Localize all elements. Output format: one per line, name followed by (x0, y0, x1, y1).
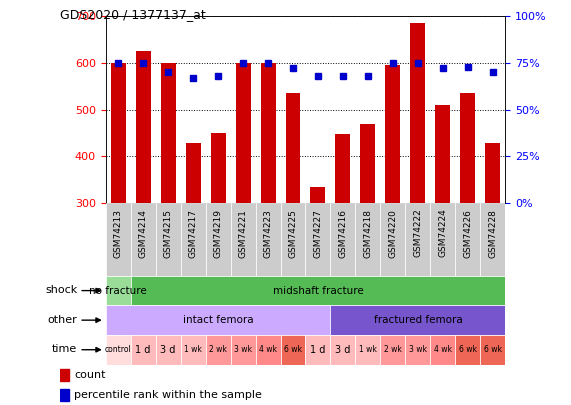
Text: GSM74213: GSM74213 (114, 209, 123, 258)
Text: 2 wk: 2 wk (209, 345, 227, 354)
Bar (405, 335, 431, 364)
Bar (380, 335, 405, 364)
Bar (480, 335, 505, 364)
Bar (186, 143, 200, 203)
Text: percentile rank within the sample: percentile rank within the sample (74, 390, 262, 400)
Text: GSM74222: GSM74222 (413, 209, 423, 258)
Bar (360, 124, 375, 203)
Bar (255, 203, 280, 276)
Bar (206, 335, 231, 364)
Bar (111, 63, 126, 203)
Bar (106, 305, 331, 335)
Bar (180, 203, 206, 276)
Bar (180, 335, 206, 364)
Bar (355, 335, 380, 364)
Text: GSM74225: GSM74225 (288, 209, 297, 258)
Bar (106, 335, 131, 364)
Bar (280, 335, 305, 364)
Text: 3 wk: 3 wk (234, 345, 252, 354)
Bar (331, 335, 355, 364)
Bar (331, 305, 505, 335)
Bar (155, 203, 180, 276)
Text: control: control (104, 345, 131, 354)
Text: GSM74224: GSM74224 (439, 209, 448, 258)
Text: 1 d: 1 d (310, 345, 325, 355)
Bar (211, 133, 226, 203)
Text: count: count (74, 370, 106, 379)
Text: GSM74228: GSM74228 (488, 209, 497, 258)
Text: 2 wk: 2 wk (384, 345, 402, 354)
Text: fractured femora: fractured femora (373, 315, 463, 325)
Bar (435, 105, 451, 203)
Bar (136, 51, 151, 203)
Bar (206, 203, 231, 276)
Bar (331, 203, 355, 276)
Text: 1 wk: 1 wk (184, 345, 202, 354)
Text: 3 wk: 3 wk (409, 345, 427, 354)
Text: 4 wk: 4 wk (259, 345, 277, 354)
Bar (231, 335, 255, 364)
Text: GSM74220: GSM74220 (388, 209, 397, 258)
Bar (355, 203, 380, 276)
Text: midshaft fracture: midshaft fracture (272, 286, 363, 296)
Bar (485, 143, 500, 203)
Text: 6 wk: 6 wk (284, 345, 302, 354)
Bar (60, 389, 69, 401)
Bar (460, 93, 475, 203)
Bar (160, 63, 176, 203)
Bar (480, 203, 505, 276)
Text: 1 wk: 1 wk (359, 345, 377, 354)
Bar (131, 203, 155, 276)
Text: GSM74215: GSM74215 (163, 209, 172, 258)
Bar (335, 134, 351, 203)
Bar (131, 335, 155, 364)
Text: 3 d: 3 d (160, 345, 176, 355)
Bar (456, 335, 480, 364)
Bar (286, 93, 300, 203)
Bar (385, 65, 400, 203)
Text: GSM74221: GSM74221 (239, 209, 248, 258)
Bar (255, 335, 280, 364)
Bar (305, 203, 331, 276)
Bar (235, 63, 251, 203)
Bar (60, 369, 69, 381)
Text: 6 wk: 6 wk (459, 345, 477, 354)
Bar (411, 23, 425, 203)
Text: shock: shock (45, 285, 77, 295)
Bar (405, 203, 431, 276)
Text: GSM74216: GSM74216 (339, 209, 348, 258)
Text: intact femora: intact femora (183, 315, 254, 325)
Bar (155, 335, 180, 364)
Bar (280, 203, 305, 276)
Text: GSM74217: GSM74217 (188, 209, 198, 258)
Bar (431, 203, 456, 276)
Text: GSM74223: GSM74223 (263, 209, 272, 258)
Bar (305, 335, 331, 364)
Bar (380, 203, 405, 276)
Bar (231, 203, 255, 276)
Text: 6 wk: 6 wk (484, 345, 502, 354)
Bar (106, 276, 131, 305)
Bar (106, 203, 131, 276)
Bar (260, 63, 275, 203)
Text: GSM74226: GSM74226 (463, 209, 472, 258)
Text: time: time (52, 344, 77, 354)
Text: GSM74218: GSM74218 (363, 209, 372, 258)
Text: no fracture: no fracture (89, 286, 147, 296)
Text: 3 d: 3 d (335, 345, 351, 355)
Text: GSM74227: GSM74227 (313, 209, 323, 258)
Text: other: other (47, 315, 77, 324)
Text: GDS2020 / 1377137_at: GDS2020 / 1377137_at (60, 8, 206, 21)
Bar (311, 187, 325, 203)
Bar (431, 335, 455, 364)
Text: GSM74219: GSM74219 (214, 209, 223, 258)
Text: GSM74214: GSM74214 (139, 209, 148, 258)
Text: 1 d: 1 d (135, 345, 151, 355)
Bar (456, 203, 480, 276)
Text: 4 wk: 4 wk (434, 345, 452, 354)
